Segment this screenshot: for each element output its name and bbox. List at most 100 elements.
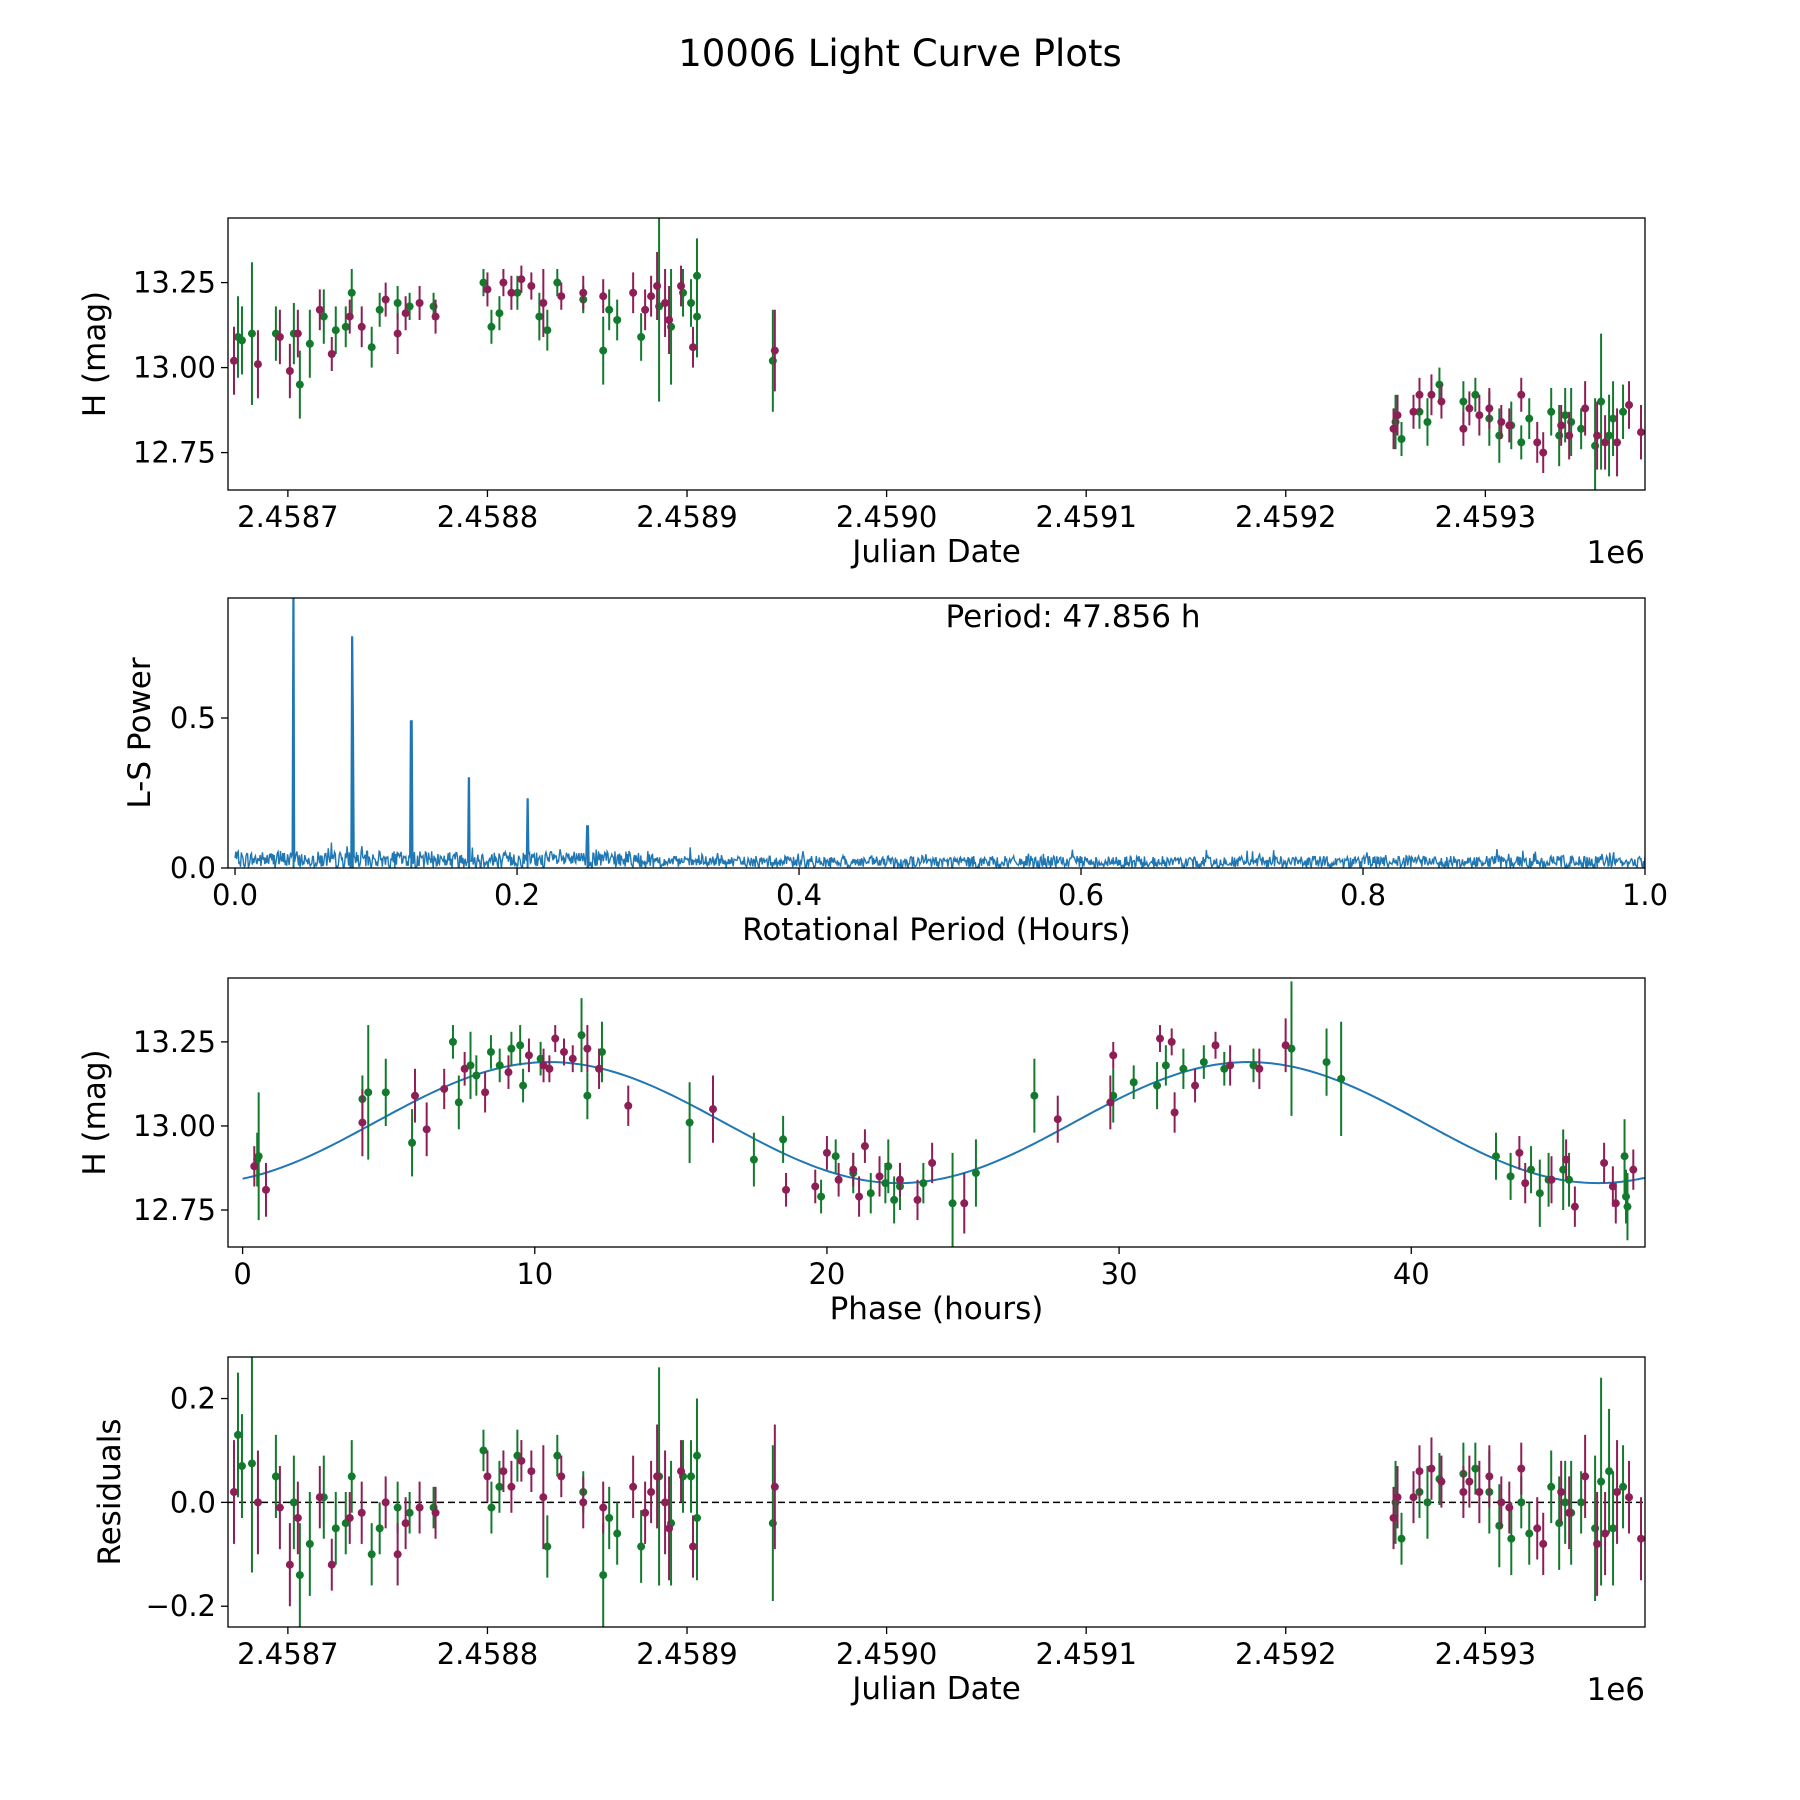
data-point — [1409, 1493, 1418, 1502]
data-point — [543, 1542, 552, 1551]
data-point — [357, 1508, 366, 1517]
data-point — [293, 1513, 302, 1522]
data-point — [440, 1084, 449, 1093]
y-axis-label: Residuals — [92, 1418, 128, 1565]
data-point — [913, 1195, 922, 1204]
data-point — [577, 1031, 586, 1040]
data-point — [431, 1508, 440, 1517]
data-point — [1505, 421, 1514, 430]
data-point — [275, 333, 284, 341]
data-point — [1605, 1467, 1614, 1476]
data-point — [233, 1430, 242, 1439]
data-point — [1459, 397, 1468, 406]
data-point — [1322, 1058, 1331, 1067]
data-point — [545, 1064, 554, 1073]
data-point — [557, 292, 566, 301]
data-point — [817, 1192, 826, 1201]
data-point — [855, 1192, 864, 1201]
data-point — [305, 339, 314, 348]
x-tick-label: 2.4593 — [1435, 500, 1536, 534]
data-point — [481, 1088, 490, 1097]
data-point — [1625, 401, 1634, 409]
data-point — [516, 1041, 525, 1050]
data-point — [1629, 1165, 1638, 1174]
data-point — [553, 278, 562, 287]
data-point — [1437, 397, 1446, 406]
data-point — [1601, 438, 1610, 447]
data-point — [486, 1047, 495, 1056]
data-point — [1637, 428, 1645, 437]
data-point — [875, 1172, 884, 1181]
data-point — [524, 1051, 533, 1060]
data-point — [1170, 1108, 1179, 1117]
data-point — [237, 336, 246, 345]
data-point — [822, 1148, 831, 1157]
data-point — [327, 350, 336, 358]
data-point — [1199, 1058, 1208, 1067]
data-point — [1561, 1498, 1570, 1507]
data-point — [422, 1125, 431, 1134]
x-tick-label: 2.4587 — [237, 1637, 338, 1671]
data-point — [583, 1044, 592, 1053]
phased-series-maroon — [250, 1018, 1638, 1234]
data-point — [647, 1488, 656, 1496]
y-tick-label: 13.25 — [133, 1025, 216, 1059]
data-point — [624, 1101, 633, 1110]
data-point — [539, 299, 548, 307]
data-point — [1409, 407, 1418, 416]
data-point — [1622, 1192, 1631, 1201]
data-point — [1156, 1034, 1165, 1043]
data-point — [693, 312, 702, 321]
x-tick-label: 2.4591 — [1035, 500, 1136, 534]
data-point — [543, 326, 552, 335]
x-tick-label: 30 — [1101, 1257, 1138, 1291]
data-point — [345, 312, 354, 321]
data-point — [890, 1195, 899, 1204]
data-point — [1539, 1539, 1548, 1548]
x-tick-label: 2.4588 — [437, 1637, 538, 1671]
data-point — [1427, 1464, 1436, 1473]
x-tick-label: 2.4588 — [437, 500, 538, 534]
data-point — [250, 1162, 259, 1171]
data-point — [1539, 448, 1548, 457]
data-point — [749, 1155, 758, 1164]
data-point — [375, 305, 384, 314]
data-point — [495, 1061, 504, 1070]
data-point — [960, 1199, 969, 1208]
data-point — [559, 1047, 568, 1056]
data-point — [1527, 1165, 1536, 1174]
data-point — [253, 360, 262, 369]
x-tick-label: 0.4 — [776, 878, 822, 912]
data-point — [483, 285, 492, 294]
data-point — [1030, 1091, 1039, 1100]
data-point — [319, 312, 328, 321]
data-point — [948, 1199, 957, 1208]
data-point — [613, 316, 622, 324]
data-point — [685, 1118, 694, 1127]
data-point — [551, 1034, 560, 1043]
data-point — [1517, 438, 1526, 447]
y-tick-label: 13.00 — [133, 351, 216, 385]
data-point — [1415, 1467, 1424, 1476]
data-point — [504, 1068, 513, 1077]
data-point — [605, 305, 614, 314]
periodogram-line — [234, 598, 1645, 868]
data-point — [1465, 1477, 1474, 1486]
data-point — [487, 1503, 496, 1512]
data-point — [393, 299, 402, 307]
data-point — [1485, 1472, 1494, 1481]
y-tick-label: 0.0 — [170, 851, 216, 885]
x-tick-label: 0.0 — [212, 878, 258, 912]
data-point — [1562, 1155, 1571, 1164]
data-point — [1053, 1115, 1062, 1124]
data-point — [1475, 1488, 1484, 1496]
data-point — [599, 1503, 608, 1512]
data-point — [583, 1091, 592, 1100]
data-point — [1577, 1498, 1586, 1507]
data-point — [381, 1498, 390, 1507]
period-annotation: Period: 47.856 h — [946, 599, 1201, 635]
data-point — [327, 1560, 336, 1569]
data-point — [408, 1138, 417, 1147]
data-point — [1657, 1550, 1665, 1558]
